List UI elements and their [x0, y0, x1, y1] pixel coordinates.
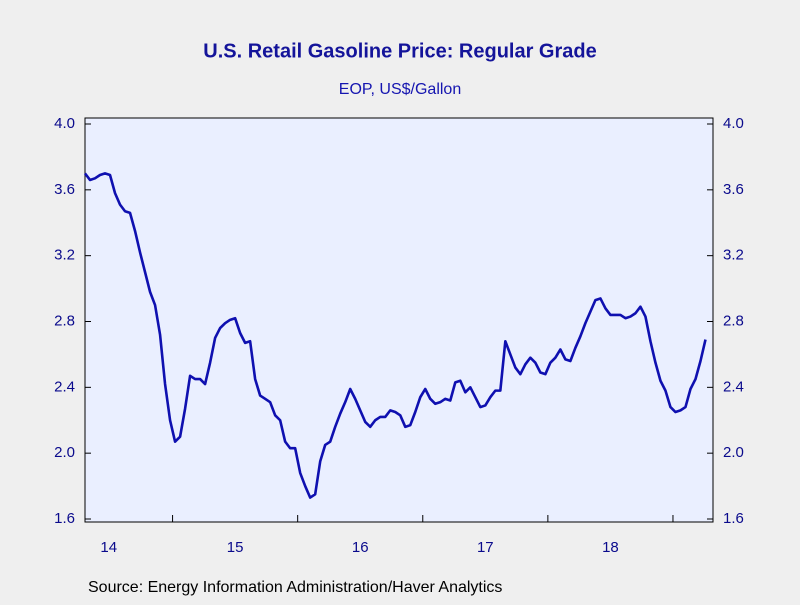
y-tick-label: 1.6: [54, 510, 75, 527]
y2-tick-label: 1.6: [723, 510, 744, 527]
y2-tick-label: 2.0: [723, 444, 744, 461]
chart-title: U.S. Retail Gasoline Price: Regular Grad…: [203, 40, 596, 62]
source-note: Source: Energy Information Administratio…: [88, 579, 502, 596]
chart-subtitle: EOP, US$/Gallon: [339, 81, 461, 98]
y2-tick-label: 2.8: [723, 312, 744, 329]
y-tick-label: 2.0: [54, 444, 75, 461]
y2-tick-label: 2.4: [723, 378, 744, 395]
x-tick-label: 16: [352, 539, 369, 556]
y-tick-label: 3.2: [54, 247, 75, 264]
y-tick-label: 3.6: [54, 181, 75, 198]
plot-area: [84, 117, 714, 523]
y-tick-label: 2.4: [54, 378, 75, 395]
x-tick-label: 15: [227, 539, 244, 556]
x-tick-label: 18: [602, 539, 619, 556]
data-line: [83, 172, 707, 499]
y2-tick-label: 4.0: [723, 115, 744, 132]
x-tick-label: 14: [100, 539, 117, 556]
y-tick-label: 4.0: [54, 115, 75, 132]
y-tick-label: 2.8: [54, 312, 75, 329]
y2-tick-label: 3.6: [723, 181, 744, 198]
y2-tick-label: 3.2: [723, 247, 744, 264]
x-tick-label: 17: [477, 539, 494, 556]
